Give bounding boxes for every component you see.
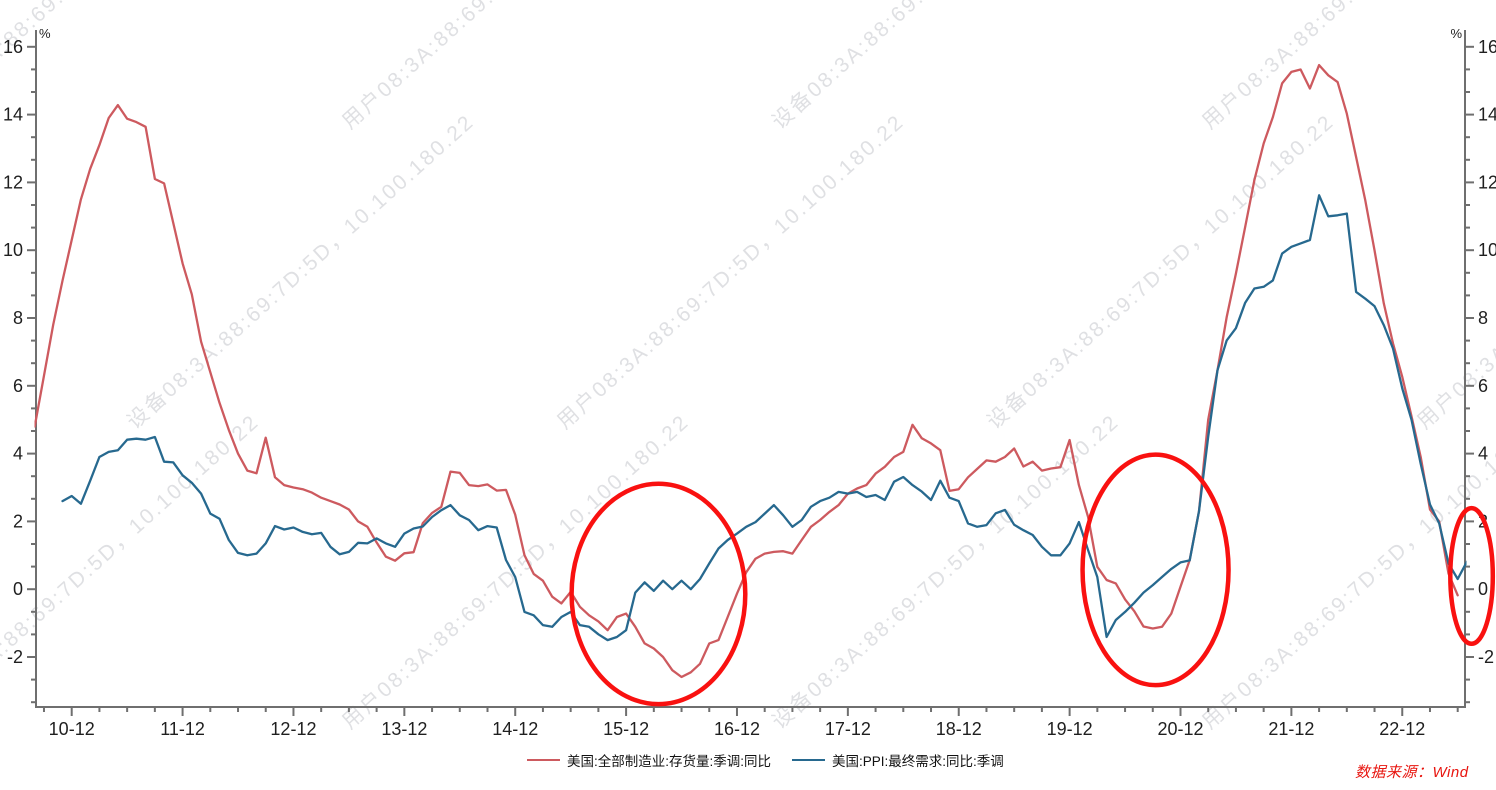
svg-text:19-12: 19-12 xyxy=(1047,719,1093,739)
svg-text:-2: -2 xyxy=(7,647,23,667)
svg-text:10: 10 xyxy=(1478,240,1496,260)
svg-text:14: 14 xyxy=(1478,105,1496,125)
svg-text:-2: -2 xyxy=(1478,647,1494,667)
svg-text:14-12: 14-12 xyxy=(492,719,538,739)
svg-text:设备08:3A:88:69:7D:5D，10.100.180: 设备08:3A:88:69:7D:5D，10.100.180.22 xyxy=(768,410,1124,734)
svg-text:16-12: 16-12 xyxy=(714,719,760,739)
legend-item-inventory: 美国:全部制造业:存货量:季调:同比 xyxy=(527,750,771,770)
data-source-note: 数据来源：Wind xyxy=(1355,764,1469,781)
svg-text:6: 6 xyxy=(1478,376,1488,396)
svg-text:21-12: 21-12 xyxy=(1268,719,1314,739)
legend-line-inventory-icon xyxy=(527,759,560,761)
svg-text:6: 6 xyxy=(13,376,23,396)
svg-text:设备08:3A:88:69:7D:5D，10.100.180: 设备08:3A:88:69:7D:5D，10.100.180.22 xyxy=(0,410,264,734)
svg-text:10-12: 10-12 xyxy=(49,719,95,739)
svg-text:4: 4 xyxy=(13,444,23,464)
svg-text:11-12: 11-12 xyxy=(160,719,205,739)
svg-text:8: 8 xyxy=(1478,308,1488,328)
svg-text:0: 0 xyxy=(13,579,23,599)
legend: 美国:全部制造业:存货量:季调:同比 美国:PPI:最终需求:同比:季调 xyxy=(527,750,1004,770)
svg-text:8: 8 xyxy=(13,308,23,328)
svg-text:18-12: 18-12 xyxy=(936,719,982,739)
legend-label-inventory: 美国:全部制造业:存货量:季调:同比 xyxy=(567,754,772,769)
svg-text:用户08:3A:88:69:7D:5D，10.100.180: 用户08:3A:88:69:7D:5D，10.100.180.22 xyxy=(338,0,694,134)
svg-text:22-12: 22-12 xyxy=(1379,719,1425,739)
svg-text:2: 2 xyxy=(13,511,23,531)
svg-text:设备08:3A:88:69:7D:5D，10.100.180: 设备08:3A:88:69:7D:5D，10.100.180.22 xyxy=(768,0,1124,134)
legend-label-ppi: 美国:PPI:最终需求:同比:季调 xyxy=(832,754,1004,769)
svg-text:14: 14 xyxy=(3,105,23,125)
svg-text:用户08:3A:88:69:7D:5D，10.100.180: 用户08:3A:88:69:7D:5D，10.100.180.22 xyxy=(338,410,694,734)
svg-text:4: 4 xyxy=(1478,444,1488,464)
legend-item-ppi: 美国:PPI:最终需求:同比:季调 xyxy=(792,750,1004,770)
svg-text:17-12: 17-12 xyxy=(825,719,871,739)
svg-text:设备08:3A:88:69:7D:5D，10.100.180: 设备08:3A:88:69:7D:5D，10.100.180.22 xyxy=(0,0,264,134)
svg-text:%: % xyxy=(39,26,51,41)
svg-text:%: % xyxy=(1450,26,1462,41)
svg-text:12: 12 xyxy=(3,172,23,192)
svg-text:16: 16 xyxy=(3,37,23,57)
svg-text:16: 16 xyxy=(1478,37,1496,57)
svg-text:15-12: 15-12 xyxy=(603,719,649,739)
svg-text:12: 12 xyxy=(1478,172,1496,192)
svg-text:12-12: 12-12 xyxy=(270,719,316,739)
svg-text:13-12: 13-12 xyxy=(381,719,427,739)
svg-text:设备08:3A:88:69:7D:5D，10.100.180: 设备08:3A:88:69:7D:5D，10.100.180.22 xyxy=(123,110,479,434)
legend-line-ppi-icon xyxy=(792,759,826,761)
svg-text:用户08:3A:88:69:7D:5D，10.100.180: 用户08:3A:88:69:7D:5D，10.100.180.22 xyxy=(553,110,909,434)
svg-text:20-12: 20-12 xyxy=(1157,719,1203,739)
svg-text:10: 10 xyxy=(3,240,23,260)
svg-text:0: 0 xyxy=(1478,579,1488,599)
svg-text:设备08:3A:88:69:7D:5D，10.100.180: 设备08:3A:88:69:7D:5D，10.100.180.22 xyxy=(983,110,1339,434)
